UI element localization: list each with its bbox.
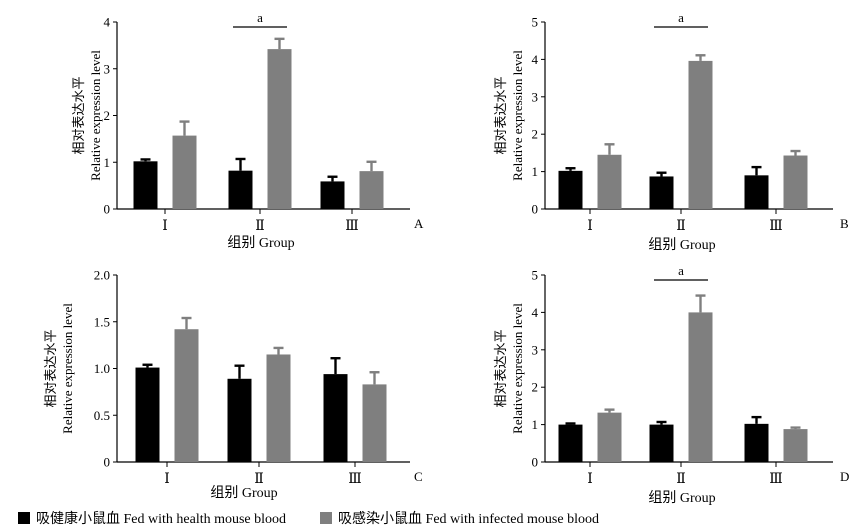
x-tick-label: Ⅰ [587, 472, 593, 487]
x-tick-label: Ⅰ [164, 472, 170, 487]
y-tick-label: 1 [532, 417, 539, 432]
y-tick-label: 4 [532, 305, 539, 320]
bar-health [649, 176, 674, 209]
x-tick-label: Ⅱ [676, 219, 686, 234]
y-tick-label: 2.0 [94, 268, 110, 283]
x-tick-label: Ⅱ [254, 472, 264, 487]
bar-infected [597, 154, 622, 209]
y-tick-label: 5 [532, 15, 539, 30]
bar-infected [783, 155, 808, 209]
legend-item-infected: 吸感染小鼠血 Fed with infected mouse blood [320, 508, 599, 528]
y-axis-label-cn: 相对表达水平 [493, 329, 508, 407]
y-tick-label: 3 [532, 342, 539, 357]
y-tick-label: 0 [104, 455, 111, 470]
panel-label: B [840, 216, 849, 231]
bar-infected [362, 384, 387, 462]
bar-health [227, 378, 252, 462]
y-tick-label: 4 [104, 15, 111, 30]
bar-health [558, 170, 583, 209]
y-tick-label: 2 [532, 127, 539, 142]
legend-item-health: 吸健康小鼠血 Fed with health mouse blood [18, 508, 286, 528]
x-tick-label: Ⅲ [769, 219, 783, 234]
significance-label: a [257, 10, 263, 25]
x-tick-label: Ⅲ [345, 219, 359, 234]
x-axis-label: 组别 Group [648, 237, 715, 253]
bar-infected [174, 329, 199, 462]
bar-health [744, 175, 769, 209]
bar-health [744, 423, 769, 462]
y-tick-label: 0 [532, 455, 539, 470]
x-tick-label: Ⅱ [676, 472, 686, 487]
y-tick-label: 1.0 [94, 361, 110, 376]
y-axis-label-en: Relative expression level [60, 303, 75, 434]
y-tick-label: 3 [104, 61, 111, 76]
bar-health [135, 367, 160, 462]
y-axis-label-en: Relative expression level [88, 50, 103, 181]
y-axis-label-en: Relative expression level [510, 303, 525, 434]
bar-health [558, 424, 583, 462]
bar-infected [267, 49, 292, 209]
x-tick-label: Ⅲ [769, 472, 783, 487]
bar-health [133, 161, 158, 209]
y-tick-label: 0.5 [94, 408, 110, 423]
legend-label-infected: 吸感染小鼠血 Fed with infected mouse blood [338, 512, 599, 527]
y-tick-label: 3 [532, 89, 539, 104]
legend: 吸健康小鼠血 Fed with health mouse blood 吸感染小鼠… [18, 508, 633, 528]
bar-infected [688, 312, 713, 462]
bar-health [323, 374, 348, 462]
chart-panel-c: 0 0.5 1.0 1.5 2.0 Ⅰ Ⅱ Ⅲ 相对表达水平 Relative expressio… [43, 268, 423, 502]
panel-label: A [414, 216, 424, 231]
significance-label: a [678, 10, 684, 25]
y-axis-label-cn: 相对表达水平 [43, 329, 58, 407]
y-axis-label-cn: 相对表达水平 [71, 76, 86, 154]
panel-label: C [414, 469, 423, 484]
bar-infected [359, 171, 384, 209]
y-tick-label: 1 [532, 164, 539, 179]
bar-infected [688, 60, 713, 210]
y-tick-label: 2 [532, 380, 539, 395]
panel-label: D [840, 469, 849, 484]
y-tick-label: 5 [532, 268, 539, 283]
y-tick-label: 1 [104, 155, 111, 170]
bar-infected [172, 135, 197, 209]
bar-health [320, 181, 345, 209]
x-axis-label: 组别 Group [210, 485, 277, 501]
x-tick-label: Ⅱ [255, 219, 265, 234]
significance-label: a [678, 263, 684, 278]
y-tick-label: 1.5 [94, 314, 110, 329]
y-tick-label: 2 [104, 108, 111, 123]
legend-label-health: 吸健康小鼠血 Fed with health mouse blood [36, 512, 287, 527]
y-axis-label-en: Relative expression level [510, 50, 525, 181]
x-tick-label: Ⅲ [348, 472, 362, 487]
bar-infected [783, 429, 808, 462]
y-axis-label-cn: 相对表达水平 [493, 76, 508, 154]
x-axis-label: 组别 Group [227, 235, 294, 251]
x-tick-label: Ⅰ [587, 219, 593, 234]
legend-swatch-infected [320, 512, 333, 524]
bar-infected [266, 354, 291, 462]
bar-infected [597, 412, 622, 462]
x-tick-label: Ⅰ [162, 219, 168, 234]
y-tick-label: 0 [532, 202, 539, 217]
y-tick-label: 0 [104, 202, 111, 217]
bar-health [649, 424, 674, 462]
x-axis-label: 组别 Group [648, 490, 715, 506]
legend-swatch-health [18, 512, 30, 524]
bar-health [228, 170, 253, 209]
y-tick-label: 4 [532, 52, 539, 67]
